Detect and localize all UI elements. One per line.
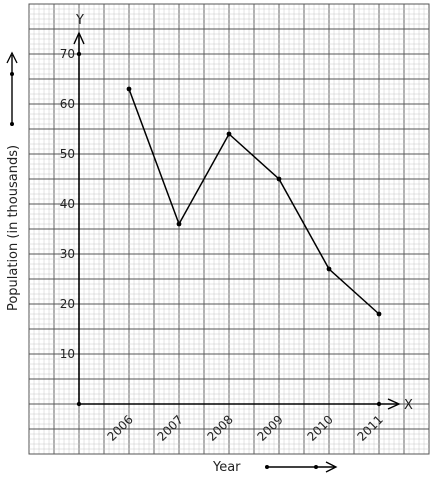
- data-point: [176, 221, 182, 227]
- axes: [73, 31, 401, 410]
- data-point: [326, 266, 332, 272]
- x-axis-title: Year: [212, 460, 241, 475]
- y-tick-label: 40: [60, 197, 75, 211]
- series-line: [128, 88, 380, 315]
- y-tick-label: 10: [60, 347, 75, 361]
- y-tick-label: 30: [60, 247, 75, 261]
- data-series: [126, 86, 382, 407]
- graph-paper-grid: [28, 3, 430, 455]
- y-title-arrowhead: [6, 51, 18, 64]
- y-axis-title: Population (in thousands): [6, 145, 21, 311]
- data-point: [226, 131, 232, 137]
- x-axis-letter: X: [404, 398, 413, 413]
- data-point: [126, 86, 132, 92]
- x-title-arrow-dot: [314, 465, 318, 469]
- x-title-arrow-dot: [265, 465, 269, 469]
- y-tick-label: 70: [60, 47, 75, 61]
- y-axis-arrowhead: [73, 31, 85, 45]
- y-axis-letter: Y: [75, 13, 84, 28]
- y-tick-label: 20: [60, 297, 75, 311]
- y-axis-top-dot: [76, 51, 82, 57]
- x-title-arrowhead: [325, 461, 338, 473]
- x-axis-arrowhead: [387, 398, 401, 410]
- y-title-arrow-dot: [10, 122, 14, 126]
- origin-dot: [76, 401, 82, 407]
- axis-direction-arrows: [6, 51, 338, 473]
- y-tick-label: 60: [60, 97, 75, 111]
- x-axis-end-dot: [376, 401, 382, 407]
- y-tick-label: 50: [60, 147, 75, 161]
- data-point: [276, 176, 282, 182]
- y-tick-labels: 10 20 30 40 50 60 70: [60, 47, 75, 361]
- data-point: [376, 311, 382, 317]
- y-title-arrow-dot: [10, 72, 14, 76]
